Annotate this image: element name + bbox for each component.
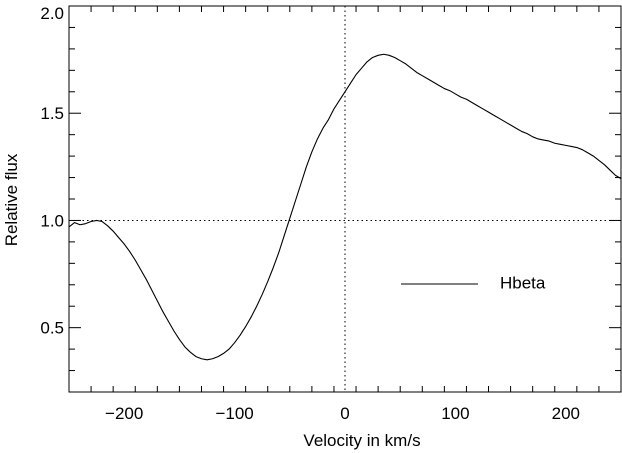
y-axis-ticks: 0.5 1.0 1.5 2.0 — [40, 4, 621, 393]
y-tick-label: 1.5 — [40, 104, 64, 123]
x-tick-label: −200 — [105, 404, 143, 423]
x-tick-label: 100 — [441, 404, 469, 423]
x-tick-label: 0 — [340, 404, 349, 423]
series-line-hbeta — [68, 53, 622, 361]
x-axis-label: Velocity in km/s — [303, 431, 420, 450]
y-tick-label: 1.0 — [40, 211, 64, 230]
reference-lines — [69, 6, 621, 392]
legend-label-hbeta: Hbeta — [500, 273, 546, 292]
y-tick-label: 2.0 — [40, 4, 64, 23]
series-layer — [68, 53, 622, 361]
y-tick-label: 0.5 — [40, 319, 64, 338]
x-tick-label: −100 — [215, 404, 253, 423]
legend: Hbeta — [401, 273, 546, 292]
x-tick-label: 200 — [552, 404, 580, 423]
x-axis-ticks: −200 −100 0 100 200 — [68, 6, 622, 423]
y-axis-label: Relative flux — [2, 153, 21, 246]
axes — [68, 5, 622, 393]
plot-frame — [68, 5, 622, 393]
